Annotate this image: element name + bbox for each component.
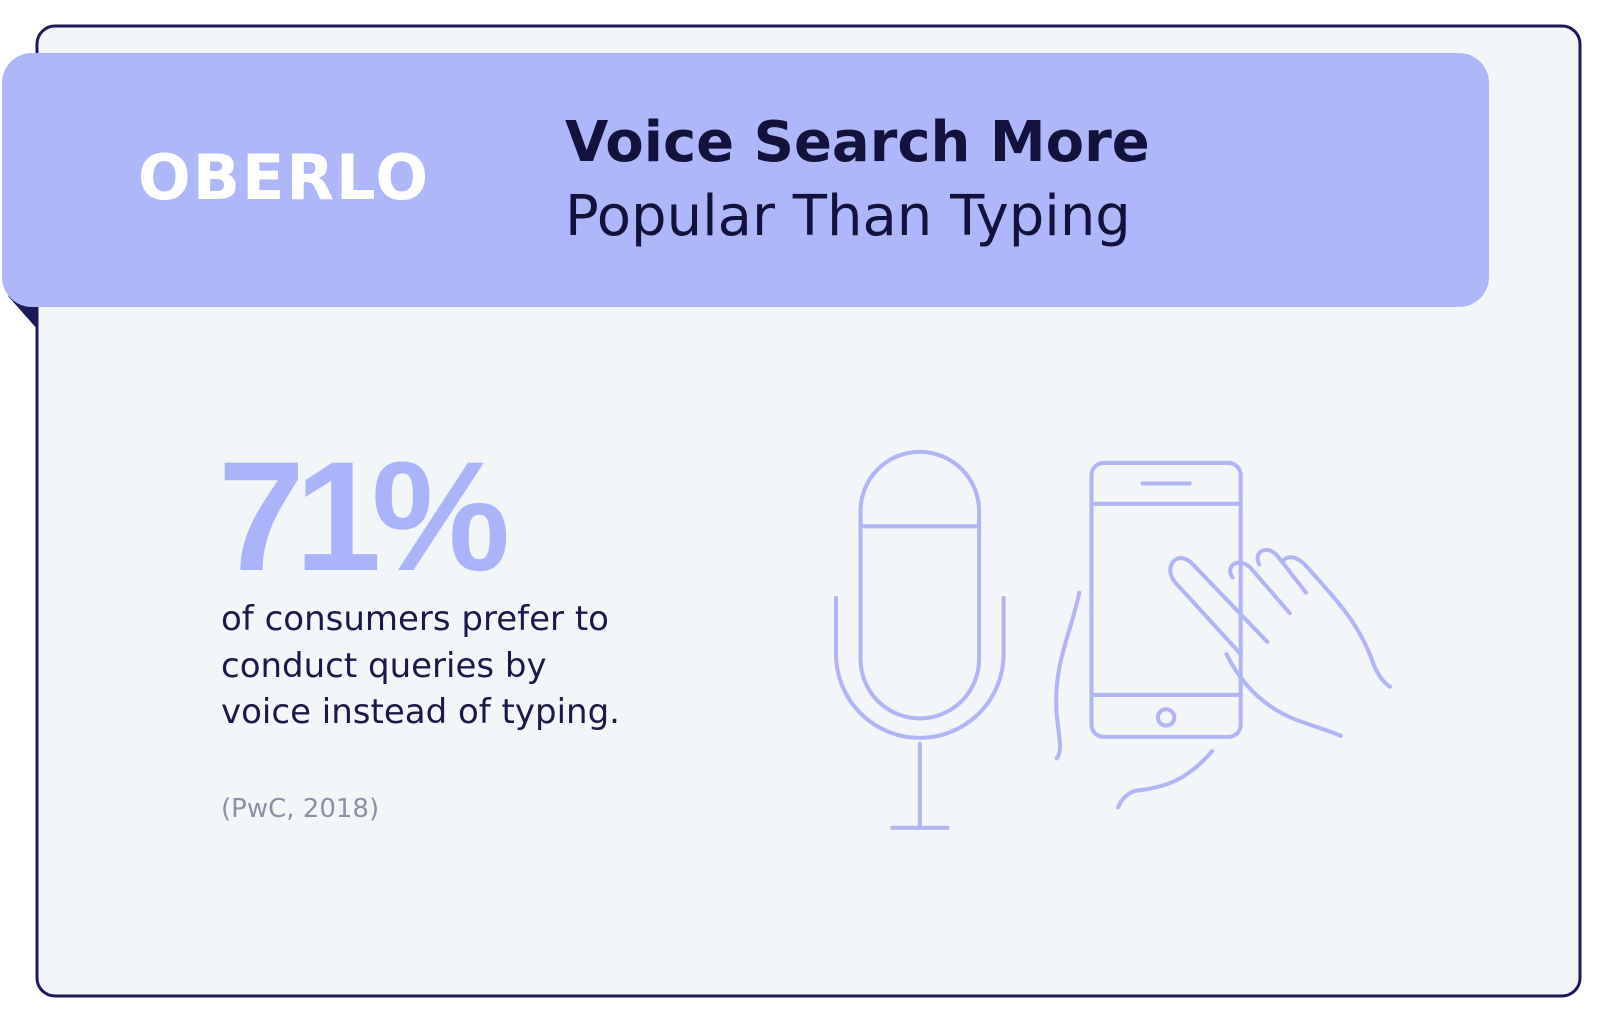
source: (PwC, 2018) [221, 794, 379, 824]
stat-text: conduct queries by [221, 646, 547, 686]
stat-figure: 71% [218, 430, 507, 604]
title-line-2: Popular Than Typing [565, 184, 1131, 249]
title-line-1: Voice Search More [565, 110, 1150, 175]
voice-icons [833, 449, 1392, 830]
stat-text: voice instead of typing. [221, 692, 620, 732]
stat-text: of consumers prefer to [221, 599, 609, 639]
header-band [2, 53, 1489, 307]
microphone-icon [833, 449, 1006, 830]
phone-icon [1054, 460, 1392, 810]
logo: OBERLO [138, 141, 430, 214]
